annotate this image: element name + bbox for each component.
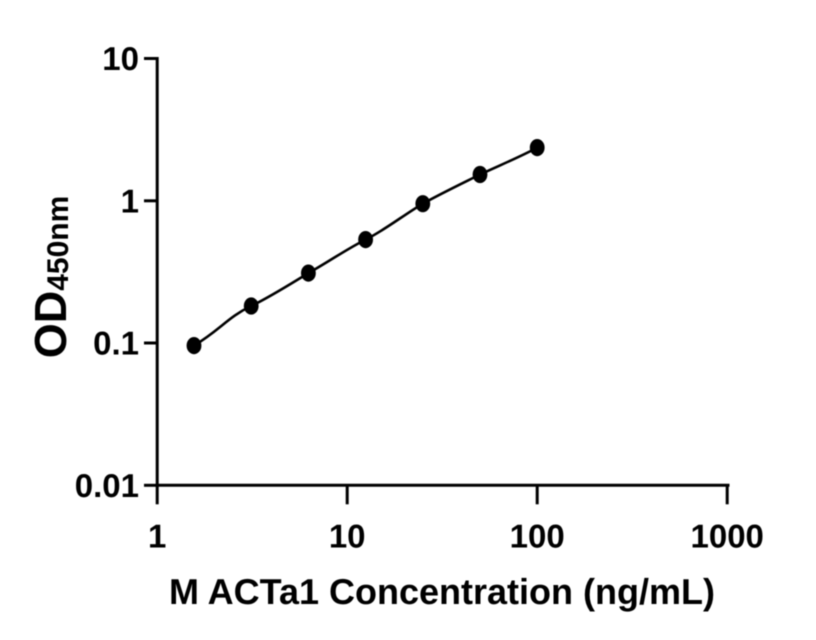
svg-text:OD450nm: OD450nm	[25, 196, 76, 359]
svg-text:10: 10	[102, 40, 139, 77]
svg-text:1000: 1000	[690, 517, 763, 554]
svg-text:1: 1	[121, 182, 139, 219]
svg-text:0.1: 0.1	[93, 325, 139, 362]
svg-text:10: 10	[329, 517, 366, 554]
svg-text:1: 1	[148, 517, 166, 554]
svg-text:M ACTa1 Concentration (ng/mL): M ACTa1 Concentration (ng/mL)	[169, 571, 715, 612]
svg-text:0.01: 0.01	[75, 467, 139, 504]
svg-text:100: 100	[510, 517, 565, 554]
